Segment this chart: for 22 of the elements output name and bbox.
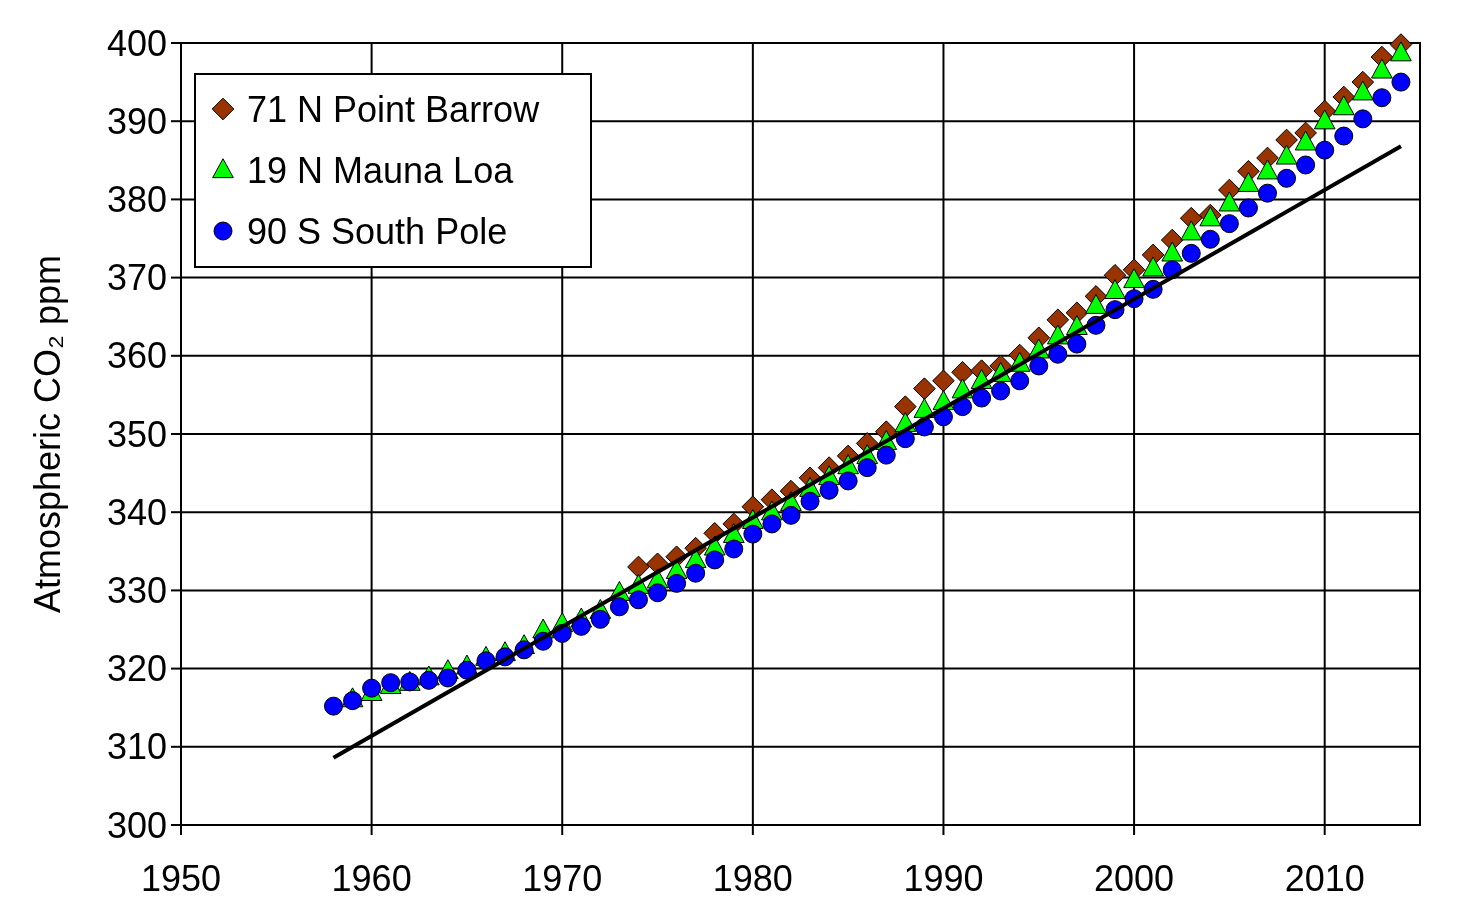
x-tick-label: 2000 (1094, 858, 1175, 899)
y-axis-title: Atmospheric CO₂ ppm (27, 254, 68, 614)
y-tick-label: 340 (106, 491, 167, 533)
y-tick-label: 350 (106, 413, 167, 455)
x-tick-label: 1990 (903, 858, 984, 899)
y-tick-label: 300 (106, 804, 167, 846)
x-tick-label: 1970 (522, 858, 603, 899)
x-tick-label: 2010 (1284, 858, 1365, 899)
y-tick-label: 330 (106, 570, 167, 611)
legend-label: 71 N Point Barrow (247, 88, 541, 130)
y-tick-label: 400 (106, 22, 167, 64)
y-tick-label: 360 (106, 335, 167, 377)
y-tick-label: 390 (106, 100, 167, 142)
legend-label: 19 N Mauna Loa (247, 149, 515, 191)
y-tick-label: 310 (106, 726, 167, 768)
x-tick-label: 1980 (712, 858, 793, 899)
legend-label: 90 S South Pole (247, 210, 508, 252)
y-tick-label: 320 (106, 648, 167, 690)
x-tick-label: 1960 (331, 858, 412, 899)
y-tick-label: 370 (106, 257, 167, 299)
x-tick-label: 1950 (140, 858, 222, 899)
y-tick-label: 380 (106, 179, 167, 220)
